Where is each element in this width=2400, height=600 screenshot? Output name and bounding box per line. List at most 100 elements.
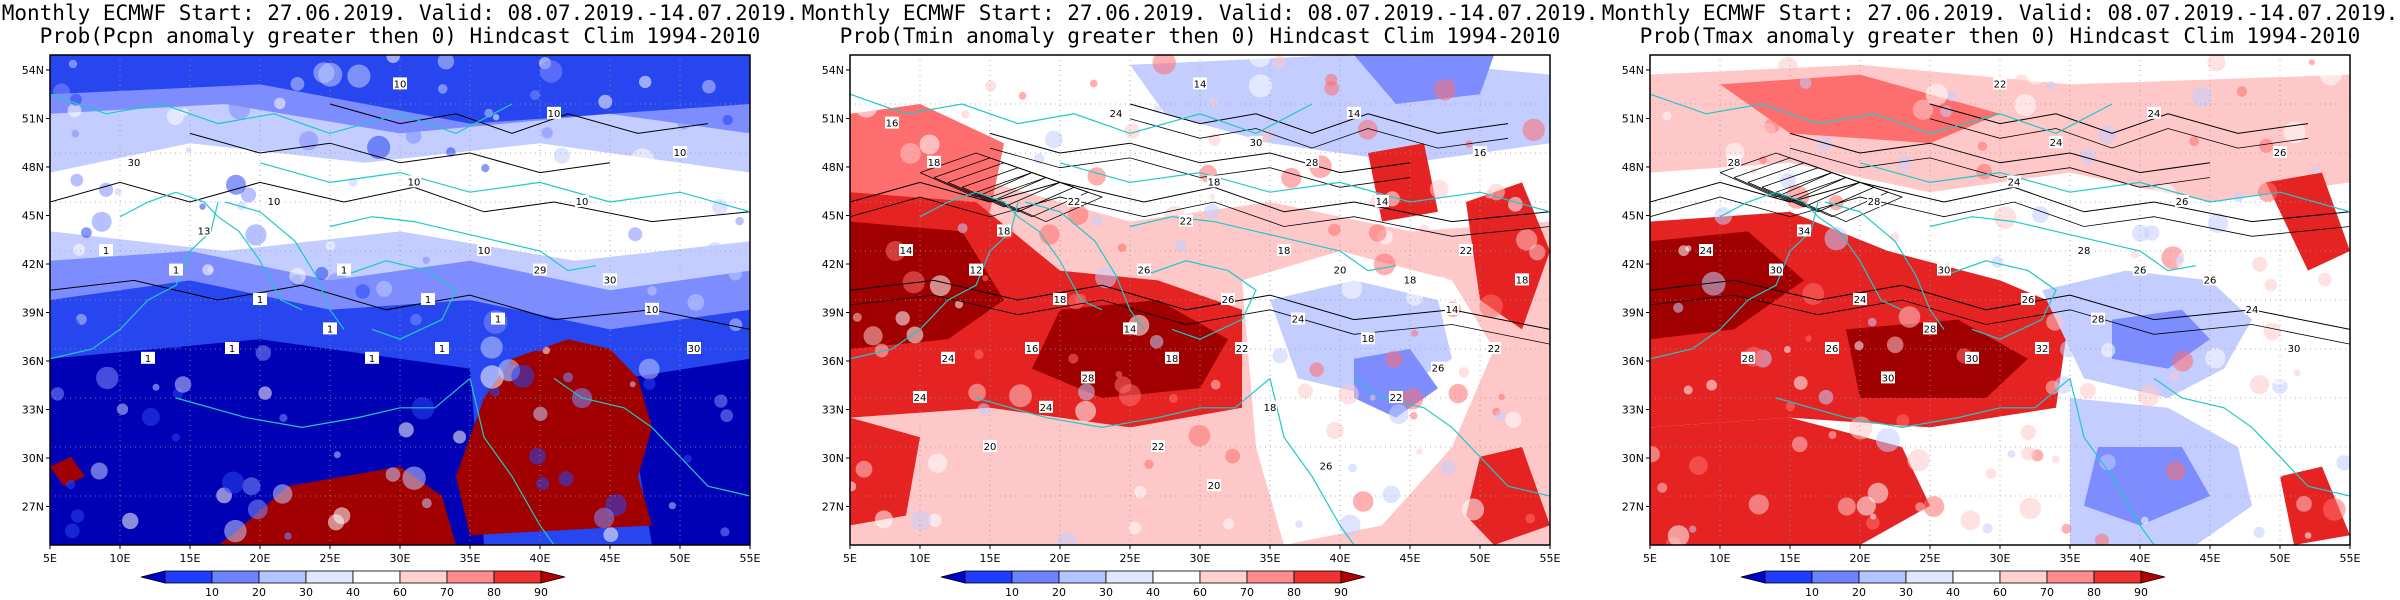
colorbar-label: 30 [299,586,313,599]
probability-speckle [422,256,430,264]
colorbar-segment [2093,570,2142,584]
contour-label: 18 [1404,275,1417,286]
contour-label: 28 [1924,324,1937,335]
probability-speckle [1411,329,1419,337]
contour-label-box [1067,195,1081,207]
probability-speckle [2060,340,2077,358]
probability-speckle [1915,502,1925,512]
probability-speckle [2212,164,2229,180]
probability-speckle [385,467,401,482]
probability-speckle [1033,153,1045,164]
contour-label-box [1741,351,1755,364]
probability-speckle [1257,217,1282,242]
contour-label: 1 [257,295,263,306]
probability-speckle [1409,412,1418,420]
probability-speckle [1347,509,1354,516]
probability-speckle [410,314,422,326]
colorbar-segment [964,570,1013,584]
probability-speckle [2132,224,2150,242]
probability-speckle [1225,448,1241,464]
lat-label: 30N [22,452,44,465]
probability-speckle [1760,122,1776,138]
lon-label: 15E [180,552,201,565]
probability-speckle [240,187,257,203]
contour-label: 26 [1222,295,1235,306]
contour-label: 10 [674,148,687,159]
colorbar-label: 80 [1287,586,1301,599]
probability-speckle [2026,65,2046,85]
colorbar-segment [1905,570,1954,584]
probability-speckle [1018,91,1027,100]
probability-speckle [2308,59,2315,66]
probability-speckle [1326,421,1344,440]
lon-label: 10E [910,552,931,565]
probability-speckle [1837,497,1856,516]
probability-speckle [1849,416,1873,440]
probability-speckle [2191,86,2212,107]
contour-label: 20 [1334,266,1347,277]
contour-label-box [1039,400,1053,413]
probability-speckle [1856,496,1876,516]
colorbar-segment [1740,570,1766,584]
contour-label-box [1207,479,1221,492]
probability-speckle [558,471,574,487]
contour-label: 28 [1306,158,1319,169]
contour-label: 26 [1826,344,1839,355]
probability-speckle [313,62,335,84]
contour-label-box [365,351,379,364]
contour-label: 14 [1194,79,1207,90]
probability-speckle [2098,125,2117,144]
probability-speckle [1960,510,1981,531]
probability-speckle [2014,74,2030,90]
contour-label-box [547,106,561,119]
probability-speckle [2259,138,2274,153]
probability-speckle [1416,448,1423,455]
lat-label: 27N [1622,501,1644,514]
coastline [1775,377,2071,429]
probability-speckle [325,240,336,251]
contour-label: 20 [984,442,997,453]
colorbar-label: 70 [440,586,454,599]
probability-speckle [226,174,246,195]
probability-speckle [2208,213,2229,233]
contour-label-box [1291,312,1305,325]
probability-speckle [333,451,341,459]
probability-speckle [728,267,742,281]
probability-speckle [1498,393,1505,400]
probability-speckle [647,286,657,296]
contour-label: 1 [439,344,445,355]
probability-speckle [1340,472,1349,481]
contour-label: 30 [1882,373,1895,384]
probability-speckle [446,147,456,157]
colorbar-segment [2046,570,2095,584]
probability-speckle [1805,335,1812,342]
lon-label: 40E [530,552,551,565]
contour-label: 14 [1376,197,1389,208]
probability-speckle [2269,366,2288,385]
probability-speckle [1802,283,1825,305]
coastline [175,377,471,429]
coastline [1269,378,1355,545]
contour-line [850,279,1550,330]
lat-label: 36N [22,355,44,368]
probability-speckle [272,484,293,504]
probability-speckle [1867,317,1877,327]
probability-speckle [902,271,925,294]
lon-label: 40E [1330,552,1351,565]
probability-field: 14 14 14 18 18 14 14 12 18 14 18 20 18 22 18 16 18 22 24 26… [850,55,1550,545]
contour-label-box [1347,106,1361,119]
contour-label: 1 [495,315,501,326]
probability-speckle [376,280,393,297]
contour-label: 22 [1488,344,1501,355]
contour-label-box [393,77,407,90]
probability-speckle [1258,416,1272,431]
coastline [1143,260,1257,340]
contour-label-box [2091,312,2105,325]
colorbar-label: 10 [1805,586,1819,599]
probability-speckle [628,227,643,242]
probability-speckle [96,366,119,390]
lat-label: 54N [1622,64,1644,77]
probability-speckle [228,97,251,120]
probability-speckle [2099,454,2116,471]
probability-speckle [977,403,990,416]
